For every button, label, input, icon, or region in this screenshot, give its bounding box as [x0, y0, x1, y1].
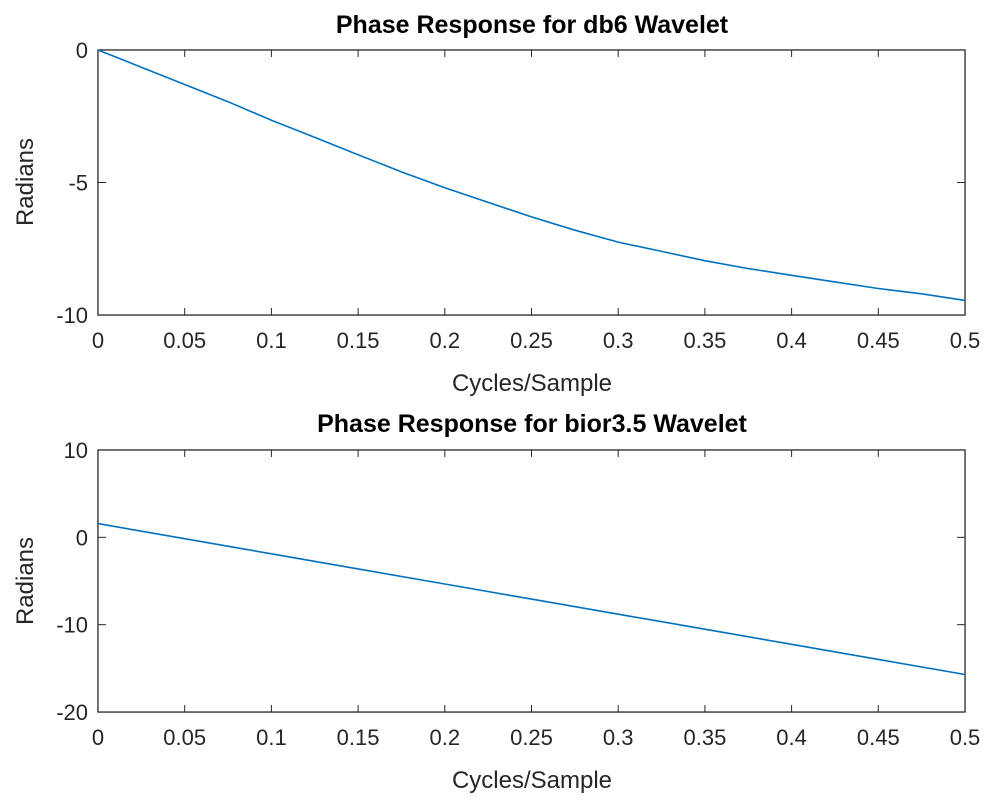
- x-tick-label: 0.15: [337, 328, 380, 353]
- x-tick-label: 0.05: [163, 328, 206, 353]
- y-tick-labels: 10 0 -10 -20: [56, 438, 88, 725]
- ticks: [97, 449, 966, 713]
- x-tick-label: 0.25: [510, 328, 553, 353]
- x-tick-label: 0.35: [683, 725, 726, 750]
- y-tick-labels: 0 -5 -10: [56, 38, 88, 328]
- x-tick-label: 0.2: [430, 328, 461, 353]
- y-tick-label: 0: [76, 525, 88, 550]
- chart-title: Phase Response for db6 Wavelet: [336, 11, 729, 39]
- x-axis-label: Cycles/Sample: [452, 370, 612, 397]
- x-tick-label: 0: [92, 328, 104, 353]
- x-tick-label: 0.5: [950, 328, 981, 353]
- axes-bior35: Phase Response for bior3.5 Wavelet 0 0.05…: [12, 410, 980, 794]
- x-tick-label: 0.1: [256, 725, 287, 750]
- y-tick-label: 10: [64, 438, 88, 463]
- y-axis-label: Radians: [12, 138, 39, 226]
- plot-frame: [97, 49, 966, 316]
- y-tick-label: -20: [56, 700, 88, 725]
- y-axis-label: Radians: [12, 537, 39, 625]
- chart-title: Phase Response for bior3.5 Wavelet: [317, 410, 747, 438]
- x-tick-labels: 0 0.05 0.1 0.15 0.2 0.25 0.3 0.35 0.4 0.45 0.5: [92, 328, 980, 353]
- y-tick-label: -10: [56, 613, 88, 638]
- x-tick-label: 0.45: [857, 725, 900, 750]
- x-tick-label: 0.15: [337, 725, 380, 750]
- x-tick-label: 0.3: [603, 328, 634, 353]
- y-tick-label: -10: [56, 303, 88, 328]
- x-tick-label: 0.1: [256, 328, 287, 353]
- x-tick-label: 0.4: [776, 725, 807, 750]
- x-tick-label: 0.05: [163, 725, 206, 750]
- x-tick-label: 0.35: [683, 328, 726, 353]
- x-axis-label: Cycles/Sample: [452, 767, 612, 794]
- x-tick-label: 0: [92, 725, 104, 750]
- y-tick-label: 0: [76, 38, 88, 63]
- series-line-db6: [97, 49, 966, 302]
- series-line-bior35: [97, 522, 966, 676]
- x-tick-labels: 0 0.05 0.1 0.15 0.2 0.25 0.3 0.35 0.4 0.45 0.5: [92, 725, 980, 750]
- x-tick-label: 0.45: [857, 328, 900, 353]
- x-tick-label: 0.25: [510, 725, 553, 750]
- x-tick-label: 0.5: [950, 725, 981, 750]
- plot-frame: [97, 449, 966, 713]
- x-tick-label: 0.2: [430, 725, 461, 750]
- y-tick-label: -5: [68, 171, 88, 196]
- ticks: [97, 49, 966, 316]
- x-tick-label: 0.3: [603, 725, 634, 750]
- x-tick-label: 0.4: [776, 328, 807, 353]
- axes-db6: Phase Response for db6 Wavelet 0 0.05 0.1 0…: [12, 11, 980, 397]
